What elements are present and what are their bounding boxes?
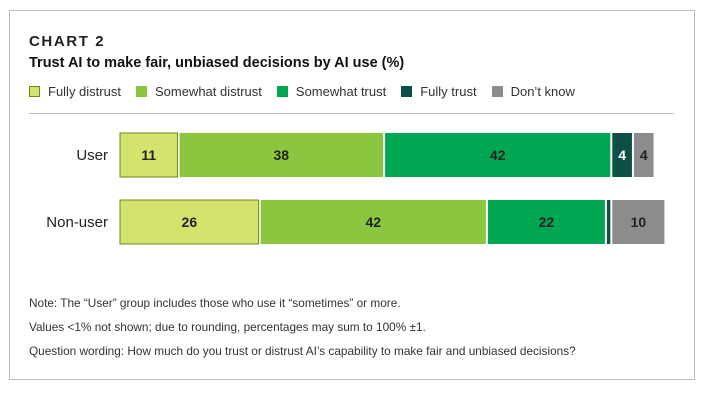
chart-frame	[9, 10, 695, 380]
stacked-bar-chart: User 11 38 42 4 4 Non-user 26 42 22 10	[46, 132, 665, 245]
bar-non-user-somewhat-trust	[487, 200, 605, 244]
bar-user-don-t-know	[633, 133, 654, 177]
bar-non-user-don-t-know	[612, 200, 665, 244]
data-label-user-don-t-know: 4	[640, 147, 648, 163]
legend-label-somewhat-distrust: Somewhat distrust	[154, 84, 262, 99]
data-label-non-user-don-t-know: 10	[631, 214, 647, 230]
legend-swatch-dont-know	[491, 86, 503, 97]
legend-label-somewhat-trust: Somewhat trust	[295, 84, 387, 99]
bar-non-user-fully-trust	[606, 200, 611, 244]
data-label-user-fully-distrust: 11	[141, 147, 156, 163]
bar-user-fully-distrust	[119, 132, 179, 178]
legend-label-fully-distrust: Fully distrust	[48, 84, 121, 99]
category-label-user: User	[76, 147, 108, 164]
chart-number-label: CHART 2	[29, 33, 106, 50]
legend-swatch-somewhat-distrust	[135, 86, 147, 97]
legend-item-dont-know: Don’t know	[491, 84, 575, 99]
data-label-non-user-somewhat-trust: 22	[539, 214, 555, 230]
legend-item-somewhat-trust: Somewhat trust	[276, 84, 387, 99]
legend-label-fully-trust: Fully trust	[420, 84, 477, 99]
data-label-user-somewhat-distrust: 38	[274, 147, 290, 163]
legend-item-somewhat-distrust: Somewhat distrust	[135, 84, 262, 99]
bar-user-somewhat-trust	[385, 133, 611, 177]
legend-divider	[29, 113, 674, 114]
data-label-user-fully-trust: 4	[618, 147, 626, 163]
legend-item-fully-trust: Fully trust	[401, 84, 477, 99]
bar-non-user-somewhat-distrust	[260, 200, 486, 244]
bar-non-user-fully-distrust	[119, 199, 260, 245]
data-label-non-user-somewhat-distrust: 42	[365, 214, 381, 230]
bar-user-fully-trust	[612, 133, 632, 177]
legend: Fully distrust Somewhat distrust Somewha…	[29, 84, 590, 99]
data-label-non-user-fully-distrust: 26	[182, 214, 198, 230]
chart-title: Trust AI to make fair, unbiased decision…	[29, 55, 405, 71]
notes: Note: The “User” group includes those wh…	[29, 296, 576, 368]
note-user-definition: Note: The “User” group includes those wh…	[29, 296, 401, 310]
note-rounding: Values <1% not shown; due to rounding, p…	[29, 320, 426, 334]
legend-swatch-fully-trust	[401, 86, 413, 97]
data-label-user-somewhat-trust: 42	[490, 147, 506, 163]
bar-user-somewhat-distrust	[179, 133, 384, 177]
legend-swatch-fully-distrust	[29, 86, 40, 97]
note-question-wording: Question wording: How much do you trust …	[29, 344, 576, 358]
legend-swatch-somewhat-trust	[276, 86, 288, 97]
legend-item-fully-distrust: Fully distrust	[29, 84, 121, 99]
category-label-non-user: Non-user	[46, 214, 108, 231]
legend-label-dont-know: Don’t know	[510, 84, 575, 99]
